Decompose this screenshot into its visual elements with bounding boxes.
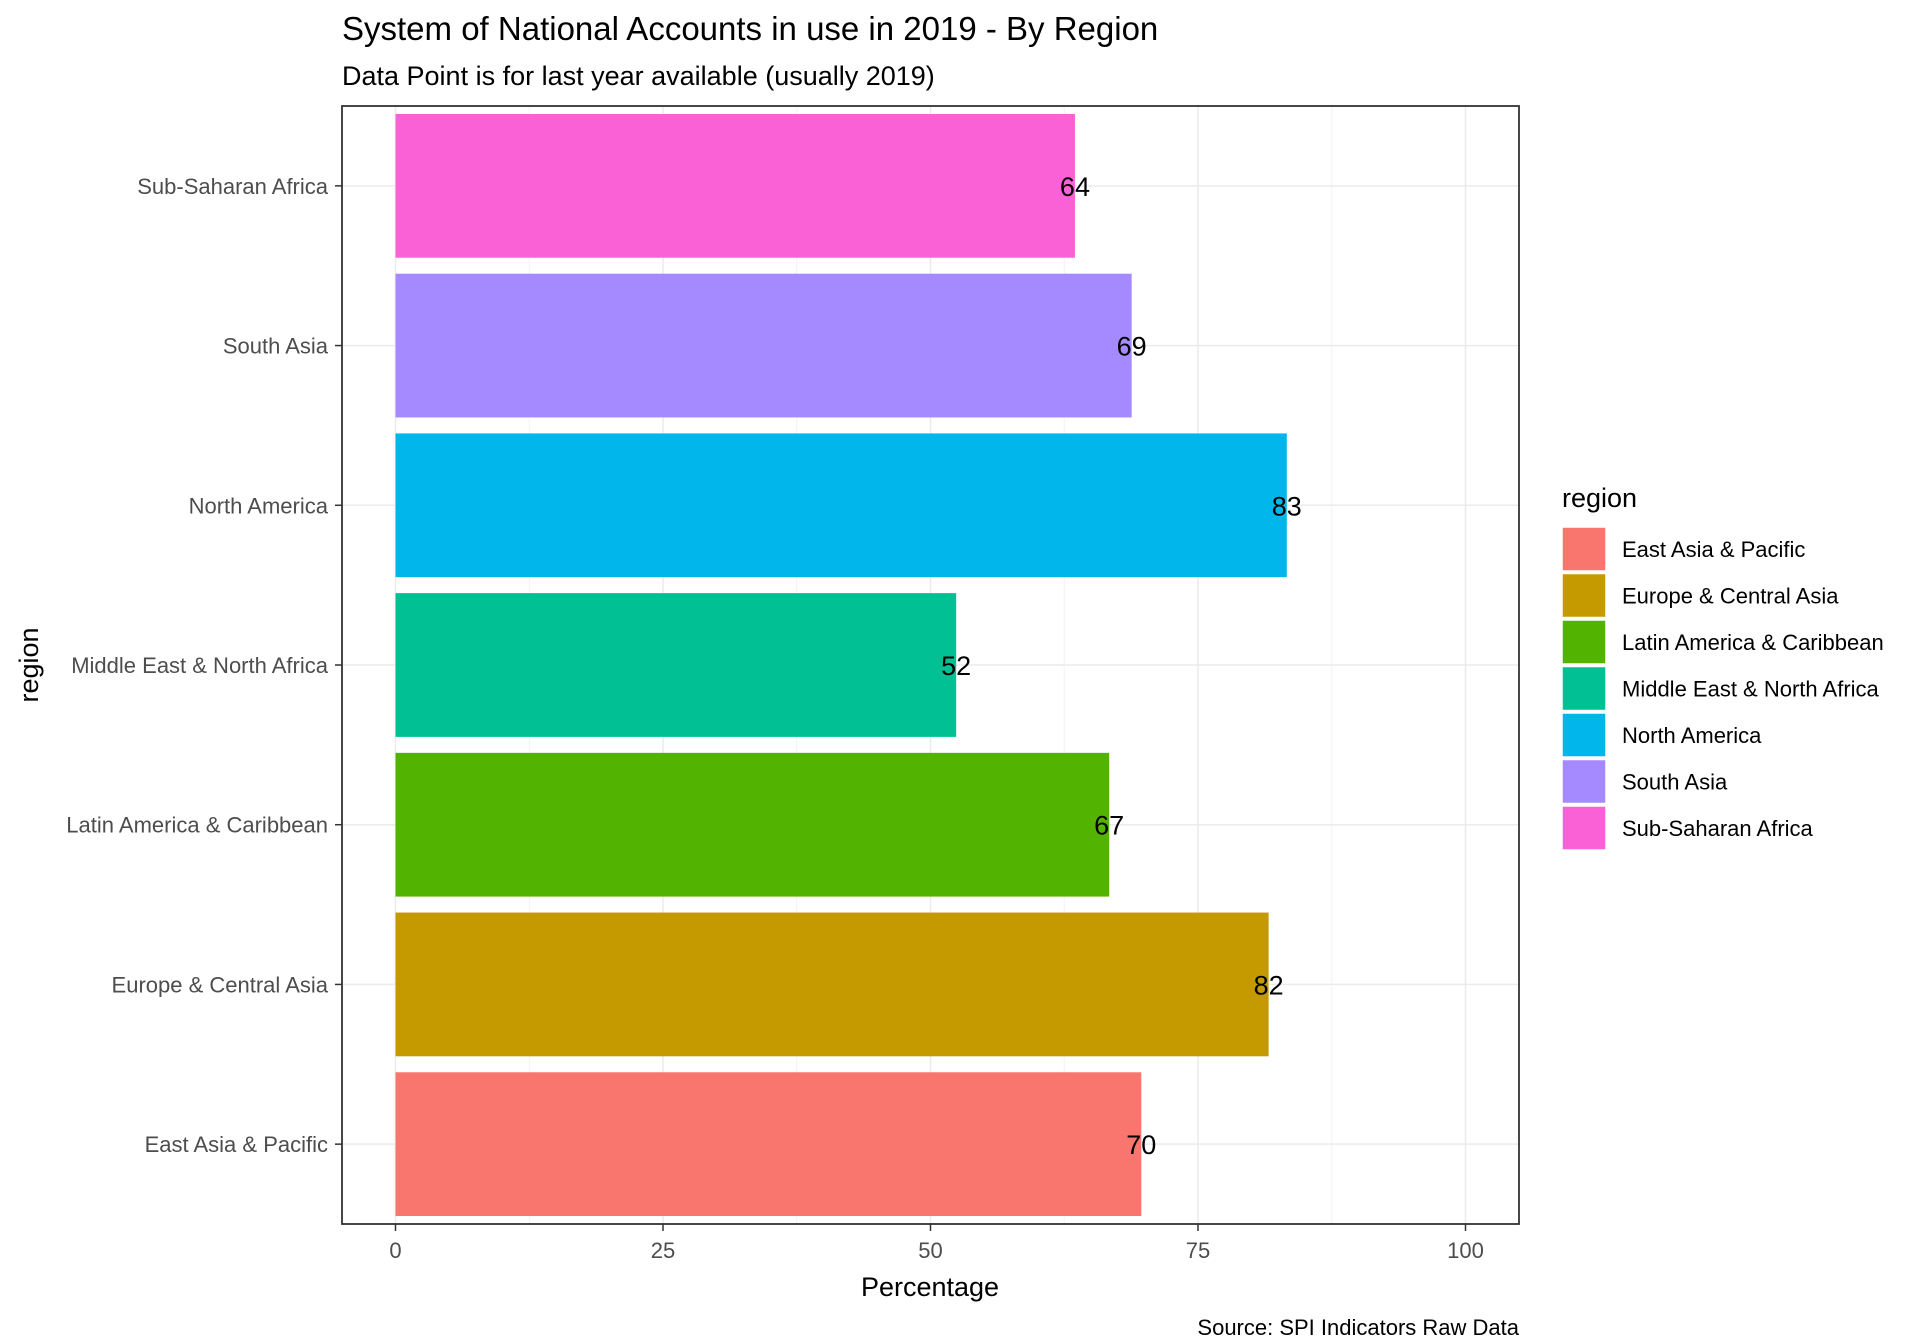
value-labels: 70 82 67 52 83 69 64 <box>941 172 1302 1160</box>
plot-panel: 70 82 67 52 83 69 64 <box>341 105 1520 1225</box>
x-tick-label: 100 <box>1447 1238 1484 1263</box>
y-axis-title: region <box>14 627 44 702</box>
y-tick-label: North America <box>189 493 329 518</box>
bar-value-label: 82 <box>1254 970 1284 1000</box>
legend-label: North America <box>1622 723 1762 748</box>
legend-label: Latin America & Caribbean <box>1622 630 1884 655</box>
legend: region East Asia & Pacific Europe & Centr… <box>1561 483 1884 851</box>
legend-key <box>1561 572 1607 619</box>
legend-key <box>1561 805 1607 851</box>
bar <box>395 1072 1142 1217</box>
legend-key <box>1561 665 1607 712</box>
y-tick-label: South Asia <box>223 334 329 359</box>
bar <box>395 433 1287 578</box>
chart-subtitle: Data Point is for last year available (u… <box>342 61 935 91</box>
legend-title: region <box>1562 483 1637 513</box>
bar <box>395 912 1269 1057</box>
legend-label: South Asia <box>1622 770 1728 795</box>
bar-value-label: 70 <box>1126 1130 1156 1160</box>
legend-label: Europe & Central Asia <box>1622 584 1839 609</box>
x-tick-label: 50 <box>918 1238 942 1263</box>
y-tick-label: Middle East & North Africa <box>71 653 329 678</box>
x-tick-label: 0 <box>389 1238 401 1263</box>
legend-label: Middle East & North Africa <box>1622 677 1880 702</box>
y-axis: East Asia & Pacific Europe & Central Asia… <box>66 174 342 1157</box>
legend-key <box>1561 758 1607 805</box>
chart-caption: Source: SPI Indicators Raw Data <box>1197 1315 1519 1340</box>
bar <box>395 113 1075 258</box>
bar <box>395 752 1110 897</box>
x-axis: 0 25 50 75 100 <box>389 1224 1484 1263</box>
bar-value-label: 52 <box>941 651 971 681</box>
y-tick-label: Sub-Saharan Africa <box>137 174 329 199</box>
chart-title: System of National Accounts in use in 20… <box>342 10 1158 47</box>
legend-label: Sub-Saharan Africa <box>1622 816 1814 841</box>
bar-value-label: 83 <box>1272 491 1302 521</box>
bars <box>395 113 1287 1217</box>
x-axis-title: Percentage <box>861 1272 999 1302</box>
y-tick-label: Europe & Central Asia <box>112 972 329 997</box>
bar <box>395 593 957 737</box>
legend-key <box>1561 712 1607 758</box>
bar-value-label: 69 <box>1117 332 1147 362</box>
legend-key <box>1561 619 1607 665</box>
bar-value-label: 67 <box>1094 811 1124 841</box>
legend-label: East Asia & Pacific <box>1622 537 1805 562</box>
legend-key <box>1561 526 1607 572</box>
x-tick-label: 75 <box>1186 1238 1210 1263</box>
x-tick-label: 25 <box>651 1238 675 1263</box>
y-tick-label: Latin America & Caribbean <box>66 813 328 838</box>
bar <box>395 273 1132 418</box>
y-tick-label: East Asia & Pacific <box>145 1132 328 1157</box>
bar-value-label: 64 <box>1060 172 1090 202</box>
